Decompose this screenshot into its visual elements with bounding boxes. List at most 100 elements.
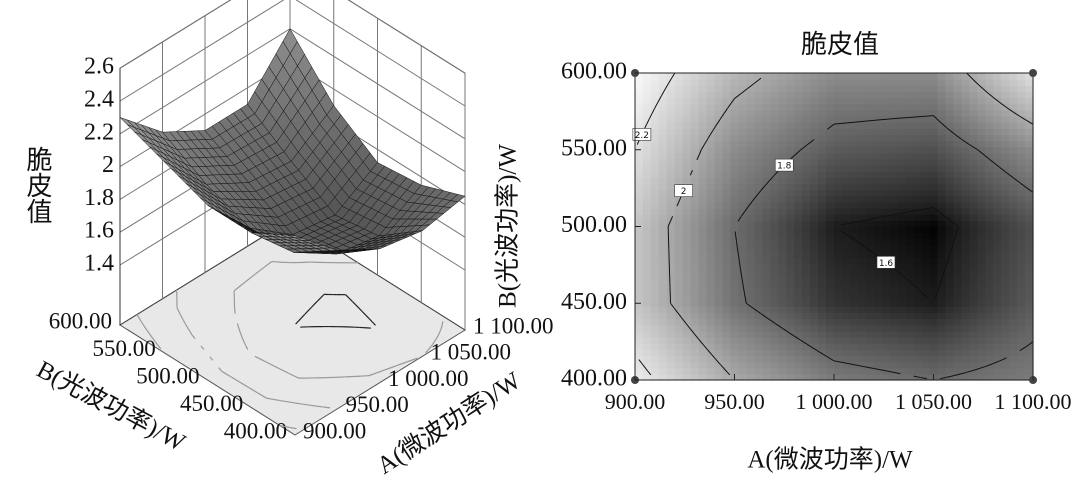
heat-cell xyxy=(1009,361,1018,369)
heat-cell xyxy=(762,330,771,338)
heat-cell xyxy=(826,103,835,111)
heat-cell xyxy=(921,109,931,117)
heat-cell xyxy=(722,158,732,166)
heat-cell xyxy=(1001,330,1010,338)
heat-cell xyxy=(746,128,755,135)
contour-line xyxy=(716,118,721,125)
heat-cell xyxy=(802,189,811,197)
z-tick-label: 2.2 xyxy=(84,119,114,145)
heat-cell xyxy=(897,337,907,344)
contour-line xyxy=(893,117,901,120)
heat-cell xyxy=(834,330,843,338)
heat-cell xyxy=(786,73,795,80)
heat-cell xyxy=(762,146,771,154)
heat-cell xyxy=(738,152,748,160)
heat-cell xyxy=(674,287,684,295)
floor-contour xyxy=(244,278,250,283)
heat-cell xyxy=(937,300,947,307)
heat-cell xyxy=(873,300,883,307)
floor-contour xyxy=(263,263,269,268)
heat-cell xyxy=(754,103,763,111)
heat-cell xyxy=(754,287,763,295)
heat-cell xyxy=(650,367,660,375)
heat-cell xyxy=(889,91,899,99)
contour-line xyxy=(736,246,739,253)
heat-cell xyxy=(762,208,771,215)
heat-cell xyxy=(985,294,994,301)
floor-contour xyxy=(239,381,245,386)
heat-cell xyxy=(1017,330,1026,338)
heat-cell xyxy=(945,324,954,332)
heat-cell xyxy=(650,152,660,160)
heat-cell xyxy=(969,214,978,221)
heat-cell xyxy=(865,158,875,166)
heat-cell xyxy=(905,91,915,99)
contour-line xyxy=(898,272,901,275)
heat-cell xyxy=(834,158,843,166)
heat-cell xyxy=(905,79,915,86)
contour-line xyxy=(656,98,661,104)
heat-cell xyxy=(841,73,851,80)
heat-cell xyxy=(1025,85,1034,93)
heat-cell xyxy=(658,140,668,148)
floor-contour xyxy=(273,398,281,402)
contour-line xyxy=(727,103,732,109)
heat-cell xyxy=(810,257,819,264)
heat-cell xyxy=(690,294,700,301)
contour-line xyxy=(945,263,948,268)
heat-cell xyxy=(650,220,660,228)
heat-cell xyxy=(905,103,915,111)
heat-cell xyxy=(666,355,676,363)
heat-cell xyxy=(818,91,827,99)
heat-cell xyxy=(674,201,684,209)
heat-cell xyxy=(706,324,716,332)
contour-line xyxy=(926,206,934,210)
heat-cell xyxy=(770,177,779,185)
heat-cell xyxy=(985,214,994,221)
heat-cell xyxy=(666,109,676,117)
heat-cell xyxy=(650,324,660,332)
heat-cell xyxy=(929,208,939,215)
heat-cell xyxy=(698,103,708,111)
heat-cell xyxy=(762,300,771,307)
heat-cell xyxy=(658,171,668,178)
heat-cell xyxy=(857,195,867,203)
heat-cell xyxy=(794,134,803,142)
corner-dot xyxy=(1029,69,1037,77)
contour-line xyxy=(886,370,894,373)
heat-cell xyxy=(722,165,732,172)
floor-contour xyxy=(433,338,437,343)
heat-cell xyxy=(722,73,732,80)
contour-line xyxy=(737,252,740,258)
heat-cell xyxy=(921,257,931,264)
heat-cell xyxy=(953,263,962,271)
heat-cell xyxy=(650,122,660,129)
heat-cell xyxy=(802,373,811,381)
heat-cell xyxy=(738,146,748,154)
heat-cell xyxy=(818,109,827,117)
heat-cell xyxy=(834,287,843,295)
heat-cell xyxy=(889,232,899,240)
heat-cell xyxy=(961,244,970,252)
heat-cell xyxy=(746,343,755,350)
heat-cell xyxy=(714,251,724,258)
heat-cell xyxy=(738,226,748,234)
heat-cell xyxy=(985,97,994,105)
heat-cell xyxy=(738,330,748,338)
heat-cell xyxy=(834,281,843,289)
heat-cell xyxy=(810,85,819,93)
heat-cell xyxy=(706,287,716,295)
contour-line xyxy=(694,333,699,340)
heat-cell xyxy=(834,244,843,252)
heat-cell xyxy=(746,103,755,111)
contour-line xyxy=(1024,118,1027,121)
heat-cell xyxy=(1009,220,1018,228)
heat-cell xyxy=(810,306,819,314)
heat-cell xyxy=(706,238,716,246)
heat-cell xyxy=(730,287,740,295)
heat-cell xyxy=(786,232,795,240)
heat-cell xyxy=(857,103,867,111)
heat-cell xyxy=(961,158,970,166)
heat-cell xyxy=(849,128,859,135)
heat-cell xyxy=(786,177,795,185)
